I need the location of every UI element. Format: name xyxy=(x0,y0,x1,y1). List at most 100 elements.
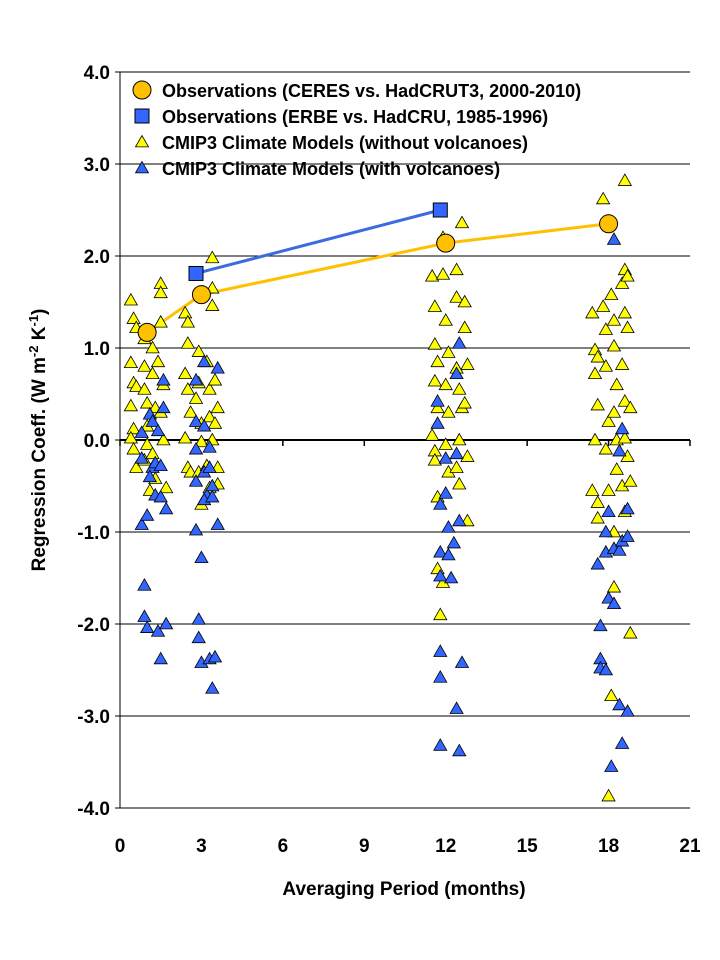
data-point-series-3 xyxy=(205,681,220,694)
legend-label-1: Observations (ERBE vs. HadCRU, 1985-1996… xyxy=(162,107,548,127)
data-point-series-3 xyxy=(134,517,149,530)
data-point-series-3 xyxy=(433,644,448,657)
data-point-series-2 xyxy=(145,366,160,380)
data-point-series-2 xyxy=(609,462,624,475)
x-axis-title: Averaging Period (months) xyxy=(282,879,525,900)
y-tick-label: 1.0 xyxy=(84,339,110,360)
legend-marker-0 xyxy=(132,80,152,100)
data-point-series-3 xyxy=(620,529,635,542)
data-point-series-2 xyxy=(604,287,619,300)
x-tick-label: 6 xyxy=(278,836,289,857)
data-point-series-2 xyxy=(424,428,440,441)
data-point-series-2 xyxy=(585,483,600,496)
y-tick-label: 3.0 xyxy=(84,155,110,176)
data-point-series-2 xyxy=(457,294,472,308)
data-point-series-2 xyxy=(150,354,166,368)
data-point-series-2 xyxy=(623,474,638,487)
data-point-series-2 xyxy=(587,432,603,446)
data-point-series-3 xyxy=(438,451,453,464)
data-point-series-3 xyxy=(150,423,166,437)
data-point-series-2 xyxy=(449,460,464,473)
data-point-series-2 xyxy=(449,290,464,303)
data-point-series-2 xyxy=(156,432,171,446)
data-point-series-3 xyxy=(443,570,459,584)
data-point-series-3 xyxy=(139,620,155,633)
data-point-series-3 xyxy=(156,400,171,414)
data-point-series-3 xyxy=(202,460,217,473)
data-point-series-2 xyxy=(129,379,144,392)
gridlines xyxy=(119,71,690,809)
data-point-series-3 xyxy=(441,547,456,561)
data-point-series-2 xyxy=(452,476,467,490)
data-point-series-2 xyxy=(180,382,196,395)
x-tick-label: 18 xyxy=(598,836,619,857)
data-point-series-2 xyxy=(126,441,141,455)
data-point-series-3 xyxy=(601,504,616,518)
legend-marker-3 xyxy=(134,160,150,174)
y-tick-label: -1.0 xyxy=(77,523,110,544)
x-tick-label: 15 xyxy=(517,836,539,857)
data-point-series-2 xyxy=(177,305,193,319)
data-point-series-3 xyxy=(207,649,223,663)
data-point-series-2 xyxy=(145,446,160,460)
data-point-series-2 xyxy=(617,430,633,444)
data-point-series-0 xyxy=(599,214,619,234)
data-point-series-3 xyxy=(153,651,168,665)
data-point-series-2 xyxy=(210,400,225,414)
data-point-series-2 xyxy=(207,372,223,386)
y-tick-labels: 4.0 3.0 2.0 1.0 0.0 -1.0 -2.0 -3.0 -4.0 xyxy=(77,63,110,820)
data-point-series-2 xyxy=(460,357,475,370)
data-point-series-0 xyxy=(436,233,456,253)
data-point-series-2 xyxy=(614,276,630,289)
data-point-series-2 xyxy=(606,313,622,326)
data-point-series-3 xyxy=(158,616,174,630)
legend: Observations (CERES vs. HadCRUT3, 2000-2… xyxy=(132,80,581,179)
data-point-series-2 xyxy=(153,285,168,299)
x-tick-label: 3 xyxy=(196,836,207,857)
data-point-series-2 xyxy=(433,607,448,621)
data-point-series-3 xyxy=(137,609,152,622)
y-tick-label: -4.0 xyxy=(77,799,110,820)
data-point-series-2 xyxy=(139,395,155,409)
x-tick-label: 0 xyxy=(115,836,126,857)
data-point-series-3 xyxy=(188,474,204,487)
data-point-series-3 xyxy=(620,704,635,717)
data-point-series-3 xyxy=(612,543,627,556)
data-point-series-1 xyxy=(188,265,204,281)
data-point-series-3 xyxy=(188,522,204,536)
x-tick-label: 21 xyxy=(679,836,701,857)
x-tick-labels: 0 3 6 9 12 15 18 21 xyxy=(115,836,701,857)
series-line-0 xyxy=(146,222,609,334)
data-point-series-3 xyxy=(614,736,630,749)
data-point-series-0 xyxy=(137,322,157,342)
data-point-series-2 xyxy=(604,688,619,702)
data-point-series-2 xyxy=(177,430,193,444)
data-point-series-2 xyxy=(123,355,139,368)
data-point-series-3 xyxy=(612,443,627,457)
data-point-series-3 xyxy=(441,520,456,533)
data-point-series-3 xyxy=(202,440,217,453)
data-point-series-2 xyxy=(620,268,635,282)
data-point-series-3 xyxy=(604,759,619,772)
data-point-series-2 xyxy=(617,173,633,186)
data-point-series-3 xyxy=(153,489,168,503)
data-point-series-2 xyxy=(457,320,472,334)
data-markers xyxy=(123,173,638,802)
data-point-series-3 xyxy=(433,738,448,751)
data-point-series-3 xyxy=(430,394,445,407)
y-tick-label: 4.0 xyxy=(84,63,110,84)
data-point-series-2 xyxy=(449,262,464,276)
data-point-series-3 xyxy=(593,618,608,632)
data-point-series-2 xyxy=(427,299,443,312)
data-point-series-2 xyxy=(587,366,603,380)
data-point-series-2 xyxy=(194,434,209,448)
data-point-series-3 xyxy=(134,425,149,438)
data-point-series-3 xyxy=(196,354,212,368)
data-point-series-3 xyxy=(446,535,462,549)
data-point-series-2 xyxy=(609,377,624,391)
data-point-series-3 xyxy=(205,489,220,503)
data-point-series-2 xyxy=(126,421,141,435)
data-point-series-3 xyxy=(590,556,605,570)
data-point-series-3 xyxy=(191,630,206,644)
